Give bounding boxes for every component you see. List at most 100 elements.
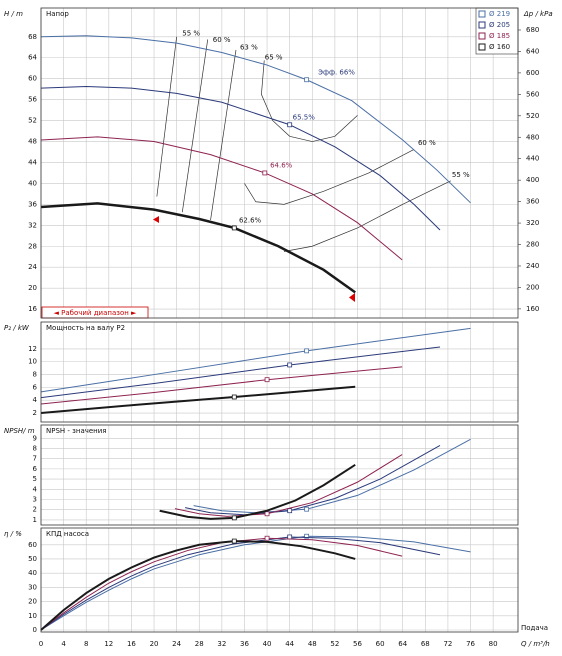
y2-tick-label: 520 [526, 112, 539, 120]
x-tick-label: 16 [127, 640, 136, 648]
series-line [159, 463, 356, 520]
series-line [40, 536, 441, 631]
operating-point [287, 534, 293, 540]
panel-title: NPSH - значения [46, 427, 107, 435]
x-tick-label: 0 [39, 640, 43, 648]
annotation: 64.6% [270, 162, 293, 170]
x-tick-label: 48 [308, 640, 317, 648]
annotation: 62.6% [239, 217, 262, 225]
y-tick-label: 4 [33, 485, 38, 493]
y-tick-label: 16 [28, 305, 37, 313]
x-tick-label: 8 [84, 640, 88, 648]
y-tick-label: 0 [33, 626, 37, 634]
y-tick-label: 4 [33, 396, 38, 404]
y2-tick-label: 200 [526, 283, 539, 291]
legend-swatch [478, 43, 486, 51]
y-tick-label: 7 [33, 455, 37, 463]
y-tick-label: 64 [28, 54, 37, 62]
y-tick-label: 10 [28, 612, 37, 620]
range-end-marker [349, 293, 355, 302]
operating-point [287, 122, 293, 128]
y-tick-label: 3 [33, 495, 37, 503]
y-tick-label: 20 [28, 598, 37, 606]
operating-point [287, 362, 293, 368]
series-line [40, 346, 441, 399]
y-tick-label: 6 [33, 465, 38, 473]
x-tick-label: 12 [104, 640, 113, 648]
efficiency-contour [156, 36, 177, 197]
panel-title: Мощность на валу P2 [46, 324, 125, 332]
y-tick-label: 20 [28, 284, 37, 292]
x-tick-label: 32 [217, 640, 226, 648]
y-tick-label: 36 [28, 200, 37, 208]
series-line [40, 535, 471, 631]
x-tick-label: 4 [61, 640, 66, 648]
operating-point [304, 506, 310, 512]
y-tick-label: 60 [28, 75, 37, 83]
y-tick-label: 9 [33, 434, 37, 442]
y-tick-label: 8 [33, 444, 37, 452]
y2-tick-label: 320 [526, 219, 539, 227]
panel-background [41, 425, 518, 525]
operating-point [304, 348, 310, 354]
range-start-marker [153, 216, 159, 223]
x-tick-label: 28 [195, 640, 204, 648]
y2-axis-label: Δp / kPa [523, 10, 553, 18]
legend-swatch [478, 21, 486, 29]
efficiency-contour [244, 149, 415, 205]
y-tick-label: 28 [28, 242, 37, 250]
operating-point [231, 394, 237, 400]
y-tick-label: 32 [28, 221, 37, 229]
annotation: 65.5% [293, 113, 316, 121]
x-tick-label: 76 [466, 640, 475, 648]
legend-swatch [478, 10, 486, 18]
panel-frame [40, 424, 519, 526]
y-tick-label: 52 [28, 117, 37, 125]
series-line [40, 86, 441, 231]
operating-point [264, 377, 270, 383]
panel-title: Напор [46, 10, 69, 18]
y2-tick-label: 600 [526, 69, 539, 77]
x-tick-label: 24 [172, 640, 181, 648]
y-tick-label: 40 [28, 569, 37, 577]
y-tick-label: 40 [28, 179, 37, 187]
x-tick-label: 80 [489, 640, 498, 648]
operating-point [231, 538, 237, 544]
x-tick-label: 36 [240, 640, 249, 648]
x-tick-label: 52 [330, 640, 339, 648]
panel-background [41, 528, 518, 632]
y2-tick-label: 400 [526, 176, 539, 184]
panel-frame [40, 321, 519, 423]
x-tick-label: 20 [150, 640, 159, 648]
efficiency-contour [181, 39, 209, 213]
y-tick-label: 5 [33, 475, 37, 483]
operating-point [262, 170, 268, 176]
x-tick-label: 64 [398, 640, 407, 648]
legend-swatch [478, 32, 486, 40]
x-axis-label: Q / m³/h [521, 640, 550, 648]
y2-tick-label: 480 [526, 133, 539, 141]
y2-tick-label: 240 [526, 262, 539, 270]
y-tick-label: 6 [33, 383, 38, 391]
contour-label: 65 % [265, 54, 283, 62]
efficiency-contour [261, 60, 358, 142]
operating-point [304, 533, 310, 539]
series-line [40, 136, 403, 261]
x-tick-label: 68 [421, 640, 430, 648]
y-tick-label: 12 [28, 345, 37, 353]
panel-background [41, 8, 518, 318]
x-tick-label: 72 [443, 640, 452, 648]
y-tick-label: 24 [28, 263, 37, 271]
y-tick-label: 68 [28, 33, 37, 41]
y2-tick-label: 560 [526, 90, 539, 98]
operating-point [264, 511, 270, 517]
contour-label: 60 % [213, 36, 231, 44]
series-line [40, 202, 356, 294]
y-tick-label: 2 [33, 409, 37, 417]
operating-point [231, 225, 237, 231]
legend-label: Ø 219 [489, 10, 510, 18]
working-range-label: ◄ Рабочий диапазон ► [54, 309, 138, 317]
series-line [40, 537, 403, 631]
